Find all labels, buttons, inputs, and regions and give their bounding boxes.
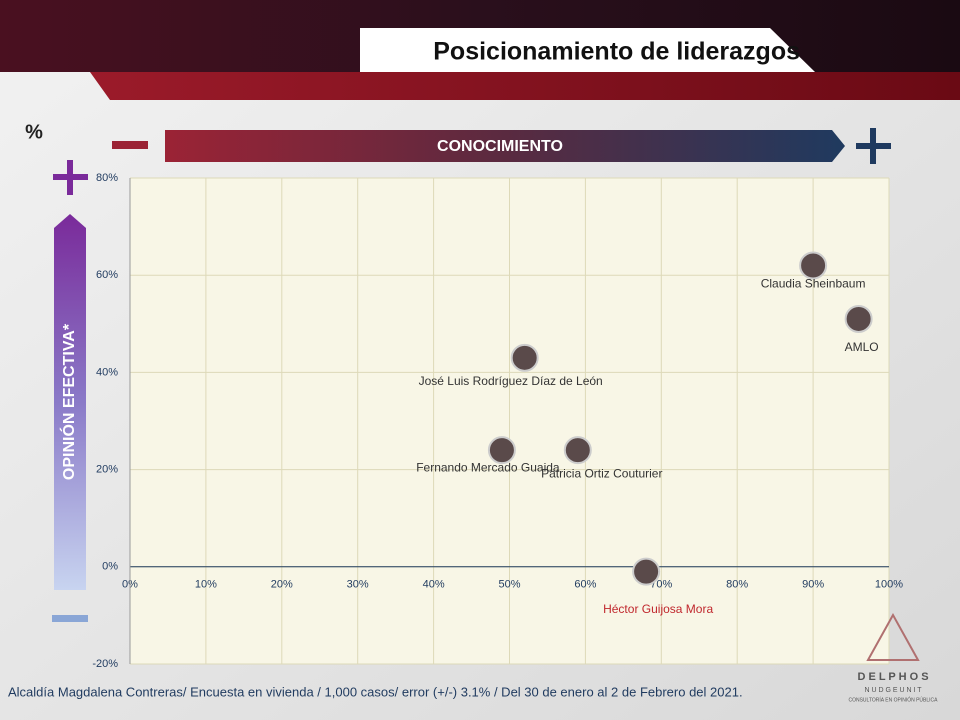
point-label: Fernando Mercado Guaida: [416, 460, 560, 474]
y-tick-label: -20%: [92, 658, 118, 670]
minus-sign: [112, 141, 148, 149]
x-arrow: [165, 130, 845, 162]
plus-sign-v: [67, 160, 73, 195]
point-label: Claudia Sheinbaum: [761, 277, 866, 291]
point-label: AMLO: [845, 340, 879, 354]
y-tick-label: 0%: [102, 561, 118, 573]
y-tick-label: 80%: [96, 172, 118, 184]
x-tick-label: 10%: [195, 579, 217, 591]
point: [799, 251, 828, 280]
x-tick-label: 100%: [875, 579, 903, 591]
plot: 0% 10% 20% 30% 40% 50% 60% 70% 80% 90% 100%-20%0%2…: [92, 172, 903, 670]
point: [487, 436, 516, 465]
x-tick-label: 60%: [574, 579, 596, 591]
logo-tag: CONSULTORÍA EN OPINIÓN PÚBLICA: [848, 696, 938, 703]
logo-mark: [866, 612, 920, 661]
title-box: [360, 28, 815, 72]
minus-sign: [52, 615, 88, 622]
x-tick-label: 20%: [271, 579, 293, 591]
y-tick-label: 60%: [96, 269, 118, 281]
point: [563, 436, 592, 465]
point-label: Héctor Guijosa Mora: [603, 602, 713, 616]
plus-sign-v: [870, 128, 876, 164]
y-tick-label: 40%: [96, 366, 118, 378]
footnote: Alcaldía Magdalena Contreras/ Encuesta e…: [8, 684, 743, 699]
y-arrow: [54, 214, 86, 590]
logo-sub: N U D G E U N I T: [864, 687, 922, 694]
x-tick-label: 80%: [726, 579, 748, 591]
x-tick-label: 90%: [802, 579, 824, 591]
point: [844, 304, 873, 333]
y-tick-label: 20%: [96, 464, 118, 476]
point-label: Patricia Ortiz Couturier: [541, 466, 662, 480]
point: [510, 343, 539, 372]
point: [632, 557, 661, 586]
x-tick-label: 30%: [347, 579, 369, 591]
x-tick-label: 40%: [423, 579, 445, 591]
logo: D E L P H O S: [857, 671, 928, 683]
x-tick-label: 50%: [498, 579, 520, 591]
header-red-band: [0, 72, 960, 100]
y-axis-label: OPINIÓN EFECTIVA*: [59, 323, 78, 480]
title: Posicionamiento de liderazgos: [433, 38, 800, 66]
x-axis-label: CONOCIMIENTO: [437, 138, 563, 155]
y-unit: %: [25, 121, 43, 143]
point-label: José Luis Rodríguez Díaz de León: [419, 374, 603, 388]
